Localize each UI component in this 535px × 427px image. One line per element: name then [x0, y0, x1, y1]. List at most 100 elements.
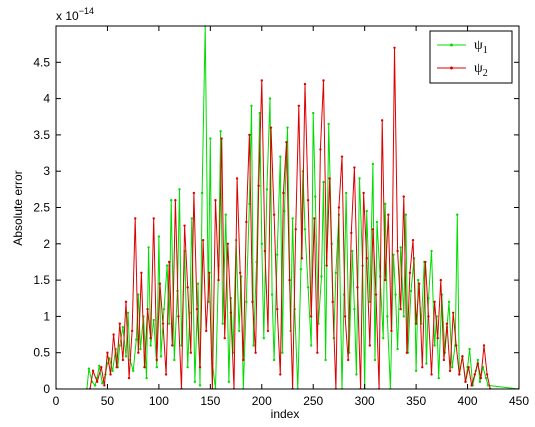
- data-point-psi2: [229, 311, 233, 314]
- data-point-psi1: [152, 318, 155, 322]
- data-point-psi2: [309, 315, 313, 318]
- data-point-psi1: [178, 188, 181, 191]
- data-point-psi2: [343, 315, 347, 318]
- data-point-psi2: [161, 322, 165, 325]
- legend: ψ1 ψ2: [429, 30, 513, 84]
- data-point-psi1: [396, 347, 399, 351]
- data-point-psi1: [200, 191, 204, 195]
- ticks-layer: 0 50 100 150 200 250 300 350 400 450 0 0.5 1 1.5 2 2.5 3…: [33, 26, 529, 408]
- data-point-psi2: [464, 380, 467, 383]
- data-point-psi2: [408, 271, 412, 275]
- data-point-psi1: [159, 355, 163, 358]
- data-point-psi2: [177, 315, 180, 318]
- data-point-psi1: [291, 217, 294, 220]
- data-point-psi1: [299, 268, 303, 271]
- data-point-psi1: [433, 344, 436, 347]
- data-point-psi2: [448, 369, 452, 373]
- data-point-psi1: [173, 358, 176, 362]
- data-point-psi2: [439, 278, 443, 282]
- data-point-psi1: [245, 300, 248, 304]
- data-point-psi2: [374, 293, 378, 296]
- data-point-psi2: [328, 177, 331, 180]
- data-point-psi1: [484, 376, 488, 380]
- data-point-psi2: [399, 307, 402, 311]
- scale-multiplier-base: x 10: [56, 9, 79, 23]
- x-tick-label: 300: [355, 394, 375, 408]
- x-tick-label: 400: [458, 394, 478, 408]
- y-tick-label: 4: [43, 92, 50, 106]
- data-point-psi1: [392, 253, 395, 256]
- data-point-psi2: [368, 344, 372, 347]
- data-point-psi2: [482, 344, 486, 347]
- data-point-psi1: [312, 111, 315, 115]
- data-point-psi1: [303, 228, 307, 231]
- data-point-psi1: [111, 369, 114, 373]
- data-point-psi1: [124, 355, 128, 358]
- data-point-psi2: [251, 300, 254, 304]
- data-point-psi2: [458, 373, 461, 376]
- data-point-psi1: [327, 122, 330, 126]
- data-point-psi2: [421, 366, 424, 369]
- data-point-psi2: [134, 217, 137, 220]
- data-point-psi1: [149, 344, 152, 347]
- x-axis-label: index: [271, 407, 300, 421]
- data-point-psi1: [268, 97, 272, 100]
- legend-label-psi1-sub: 1: [483, 45, 488, 56]
- data-point-psi1: [381, 336, 385, 340]
- data-point-psi1: [286, 126, 289, 129]
- data-point-psi2: [127, 376, 131, 380]
- data-point-psi1: [219, 130, 222, 133]
- legend-label-psi2-sub: 2: [483, 68, 488, 79]
- y-axis-label: Absolute error: [11, 170, 25, 245]
- data-point-psi1: [373, 358, 377, 362]
- data-point-psi2: [106, 351, 109, 354]
- data-point-psi1: [155, 366, 159, 369]
- data-point-psi1: [386, 315, 389, 318]
- data-point-psi2: [365, 257, 368, 260]
- data-point-psi1: [394, 293, 397, 296]
- data-point-psi2: [350, 231, 353, 235]
- data-point-psi2: [263, 249, 267, 253]
- data-point-psi1: [404, 213, 408, 216]
- series-line-psi2: [56, 47, 519, 389]
- data-point-psi2: [467, 366, 470, 369]
- data-point-psi2: [282, 191, 285, 195]
- data-point-psi1: [170, 199, 173, 202]
- data-point-psi1: [279, 155, 282, 158]
- data-point-psi2: [322, 79, 325, 82]
- data-point-psi1: [262, 336, 266, 340]
- data-point-psi1: [450, 366, 454, 369]
- data-point-psi1: [93, 384, 97, 387]
- data-point-psi1: [478, 380, 482, 383]
- data-point-psi1: [353, 307, 356, 311]
- data-point-psi2: [146, 307, 149, 311]
- data-point-psi1: [193, 380, 197, 383]
- data-point-psi2: [356, 286, 359, 289]
- data-point-psi1: [276, 253, 279, 256]
- data-point-psi2: [476, 362, 480, 365]
- data-point-psi2: [143, 366, 146, 369]
- data-point-psi1: [101, 381, 104, 385]
- data-point-psi1: [306, 286, 310, 289]
- data-point-psi2: [130, 329, 134, 333]
- data-point-psi1: [190, 217, 194, 220]
- data-point-psi2: [115, 366, 118, 369]
- data-point-psi2: [393, 46, 396, 49]
- data-point-psi2: [306, 199, 310, 202]
- data-point-psi2: [347, 358, 350, 362]
- data-point-psi2: [226, 242, 230, 245]
- data-point-psi2: [294, 228, 297, 231]
- data-point-psi1: [314, 195, 317, 198]
- data-point-psi2: [260, 79, 263, 82]
- data-point-psi1: [416, 278, 420, 282]
- data-point-psi1: [270, 293, 274, 296]
- data-point-psi2: [479, 376, 483, 380]
- data-point-psi1: [365, 209, 368, 213]
- data-point-psi1: [252, 344, 255, 347]
- data-point-psi2: [485, 373, 489, 376]
- data-point-psi1: [157, 235, 161, 238]
- data-point-psi2: [417, 282, 421, 285]
- data-point-psi1: [131, 369, 135, 373]
- data-point-psi1: [250, 104, 253, 108]
- data-point-psi1: [126, 311, 130, 314]
